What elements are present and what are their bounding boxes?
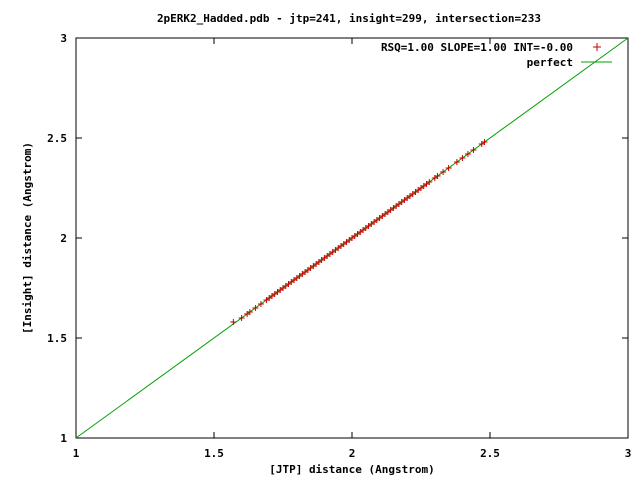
x-tick-label-1: 1.5 [204,447,224,460]
x-axis-label: [JTP] distance (Angstrom) [269,463,435,476]
data-point-69 [445,165,452,171]
data-point-75 [481,139,488,145]
data-point-71 [459,155,466,161]
x-tick-label-3: 2.5 [480,447,500,460]
y-tick-label-2: 2 [60,232,67,245]
data-point-68 [440,169,447,175]
x-tick-label-0: 1 [73,447,80,460]
legend-label-perfect: perfect [527,56,573,69]
data-point-73 [470,147,477,153]
data-point-3 [246,309,253,315]
legend-label-rsq: RSQ=1.00 SLOPE=1.00 INT=-0.00 [381,41,573,54]
chart-title: 2pERK2_Hadded.pdb - jtp=241, insight=299… [157,12,541,25]
data-point-72 [464,151,471,157]
legend: RSQ=1.00 SLOPE=1.00 INT=-0.00 perfect [381,41,612,69]
data-points [230,139,488,325]
data-point-4 [252,305,259,311]
data-point-5 [257,301,264,307]
y-axis-label: [Insight] distance (Angstrom) [21,142,34,334]
y-tick-label-0: 1 [60,432,67,445]
data-point-67 [434,173,441,179]
y-tick-label-4: 3 [60,32,67,45]
legend-marker-plus [593,43,601,51]
y-tick-label-3: 2.5 [47,132,67,145]
x-tick-label-2: 2 [349,447,356,460]
data-point-70 [453,159,460,165]
axis-ticks: 1 1.5 2 2.5 3 1 1.5 2 2.5 3 [47,32,631,460]
x-tick-label-4: 3 [625,447,632,460]
data-point-65 [426,179,433,185]
y-tick-label-1: 1.5 [47,332,67,345]
data-point-0 [230,319,237,325]
data-point-1 [238,315,245,321]
